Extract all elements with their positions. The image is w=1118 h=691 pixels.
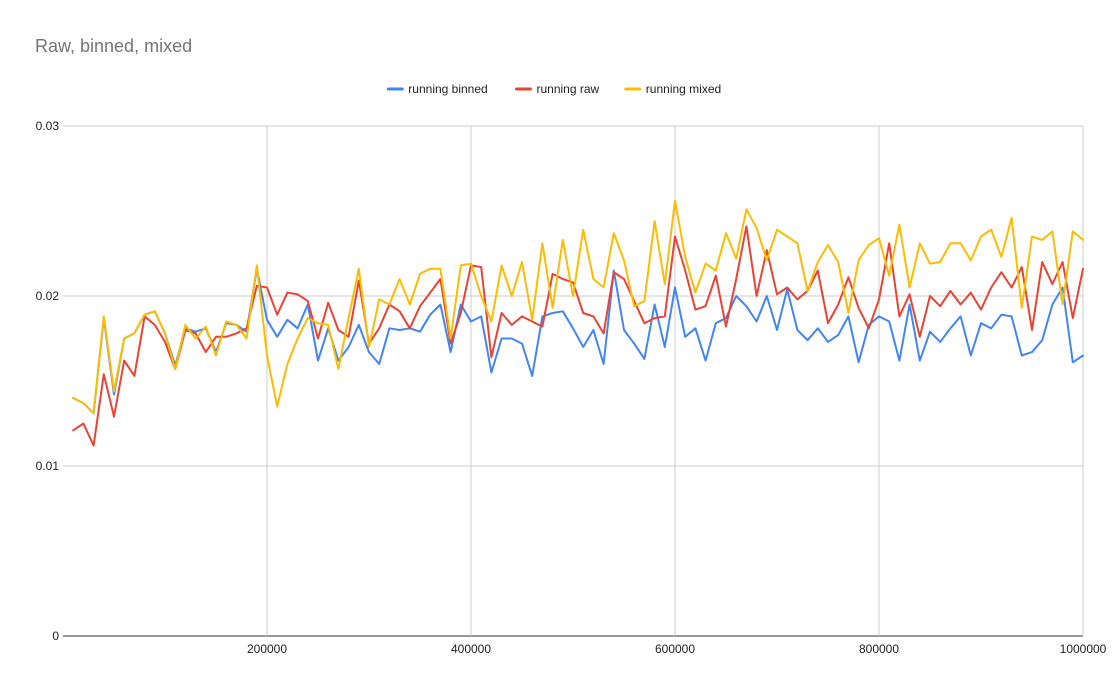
legend-label: running mixed	[646, 82, 721, 96]
y-tick-label: 0.03	[36, 119, 60, 133]
legend-item-running-raw: running raw	[515, 82, 600, 96]
y-tick-label: 0	[52, 629, 59, 643]
legend-item-running-binned: running binned	[386, 82, 488, 96]
x-tick-label: 400000	[451, 642, 491, 656]
grid-lines	[63, 125, 1084, 637]
y-tick-label: 0.01	[36, 459, 60, 473]
y-tick-label: 0.02	[36, 289, 60, 303]
legend: running binned running raw running mixed	[386, 82, 721, 96]
series-line-running-binned	[72, 267, 1084, 415]
legend-label: running binned	[408, 82, 487, 96]
series-line-running-mixed	[72, 199, 1084, 415]
legend-item-running-mixed: running mixed	[624, 82, 721, 96]
x-tick-label: 1000000	[1060, 642, 1107, 656]
x-tick-label: 800000	[859, 642, 899, 656]
x-tick-label: 200000	[247, 642, 287, 656]
legend-label: running raw	[537, 82, 600, 96]
axis-labels: 0 0.01 0.02 0.03 200000 400000 600000 800000 100…	[36, 119, 1107, 656]
series-lines	[72, 199, 1084, 447]
x-tick-label: 600000	[655, 642, 695, 656]
chart-title: Raw, binned, mixed	[35, 36, 193, 56]
